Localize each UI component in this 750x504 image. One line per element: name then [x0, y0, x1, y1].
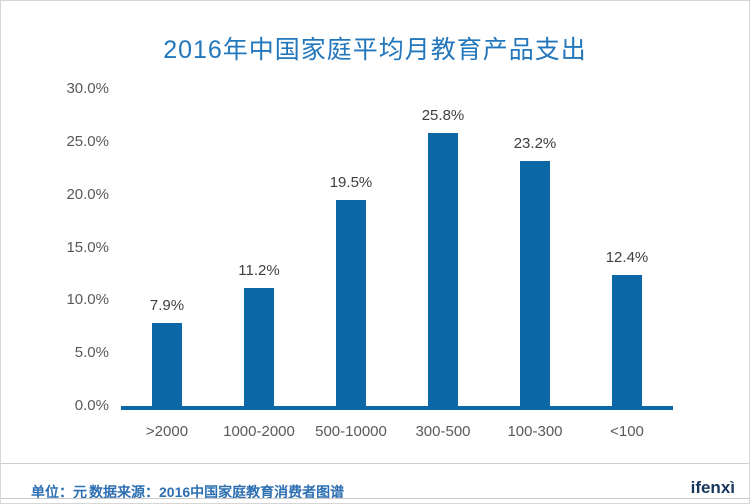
bar — [612, 274, 642, 406]
x-axis-category-label: 1000-2000 — [223, 423, 295, 440]
y-axis-tick-label: 30.0% — [66, 80, 109, 97]
bar-value-label: 11.2% — [238, 261, 280, 279]
y-axis-tick-label: 15.0% — [66, 238, 109, 256]
x-axis-category-label: <100 — [610, 423, 644, 440]
data-source-label: 数据来源：2016中国家庭教育消费者图谱 — [89, 484, 345, 500]
x-axis-category-label: 500-10000 — [315, 423, 387, 440]
bar — [244, 287, 274, 406]
bar-value-label: 25.8% — [421, 107, 465, 125]
bar — [152, 322, 182, 406]
bar-value-label: 12.4% — [605, 248, 649, 266]
ifenxi-logo: ifenxì — [690, 478, 735, 497]
bar-value-label: 7.9% — [149, 296, 185, 314]
unit-label: 单位：元 — [31, 484, 87, 500]
bar — [428, 133, 458, 406]
chart-title: 2016年中国家庭平均月教育产品支出 — [163, 36, 587, 64]
x-axis-category-label: 300-500 — [415, 423, 471, 440]
y-axis-tick-label: 0.0% — [74, 397, 109, 414]
x-axis-category-label: >2000 — [145, 423, 189, 440]
footer-divider — [1, 463, 749, 464]
bottom-border-line — [1, 498, 749, 499]
bar — [520, 160, 550, 406]
x-axis-line — [121, 406, 673, 410]
y-axis-tick-label: 10.0% — [66, 291, 109, 309]
bar-value-label: 19.5% — [329, 173, 373, 191]
y-axis-tick-label: 5.0% — [74, 344, 109, 362]
x-axis-category-label: 100-300 — [507, 423, 563, 440]
bar-value-label: 23.2% — [513, 134, 557, 152]
y-axis-tick-label: 25.0% — [66, 132, 109, 150]
bar — [336, 199, 366, 406]
y-axis-tick-label: 20.0% — [66, 185, 109, 203]
